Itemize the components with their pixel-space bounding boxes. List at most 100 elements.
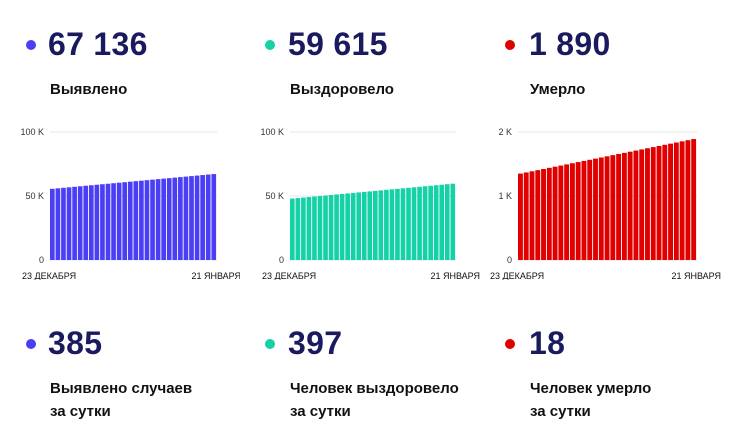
total-recovered-value: 59 615 [288,26,388,62]
bar [367,191,373,260]
bar [161,178,166,260]
bar [610,155,616,260]
total-deaths-label: Умерло [530,81,586,98]
y-tick-label: 50 K [25,191,44,201]
bar [650,147,656,260]
daily-recovered-dot-icon [265,339,275,349]
bar [428,185,433,260]
bar [105,183,111,260]
bar [339,193,345,260]
bar [290,198,295,260]
bar [83,185,89,260]
bar [77,186,83,260]
bar [183,176,189,260]
daily-detected-label-2: за сутки [50,403,111,420]
bar [301,197,306,260]
bar [450,183,456,260]
bar [400,188,406,260]
bar [581,160,587,260]
bar [295,198,301,260]
bar [150,179,155,260]
bar [691,139,697,260]
bar [593,158,598,260]
bar [50,188,55,260]
bar [127,181,133,260]
bar [564,164,570,260]
bar [668,143,674,260]
bar [575,162,581,260]
bar [523,172,529,260]
daily-detected-value: 385 [48,325,103,361]
bar [205,174,211,260]
bar [72,186,77,260]
daily-detected-dot-icon [26,339,36,349]
bar [395,188,400,260]
bar [189,176,194,260]
bar [685,140,691,260]
bar [529,171,535,260]
bar [621,152,627,260]
y-tick-label: 0 [507,255,512,265]
bar [569,163,575,260]
bar [116,182,122,260]
daily-detected-label-1: Выявлено случаев [50,380,193,397]
bar [645,148,650,260]
bar [194,175,200,260]
bar [598,157,604,260]
bar [61,187,66,260]
bar [144,180,150,260]
y-tick-label: 50 K [265,191,284,201]
bar [384,189,389,260]
bar [679,141,685,260]
bar [444,184,450,260]
bar [422,186,428,260]
recovered-dot-icon [265,40,275,50]
bar [406,187,411,260]
bar [518,173,523,260]
x-start-label: 23 ДЕКАБРЯ [490,271,544,280]
bar [411,187,417,260]
y-tick-label: 1 K [498,191,512,201]
deaths-chart: 0 1 K 2 K 23 ДЕКАБРЯ 21 ЯНВАРЯ [490,127,721,280]
bar [100,184,105,260]
bar [558,165,564,260]
bar [200,175,205,260]
bar [361,191,367,260]
bar [55,188,61,260]
bar [350,192,356,260]
detected-chart: 0 50 K 100 K 23 ДЕКАБРЯ 21 ЯНВАРЯ [20,127,240,280]
bar [178,177,183,260]
daily-recovered-value: 397 [288,325,343,361]
bar [122,182,128,260]
bar [439,184,445,260]
x-end-label: 21 ЯНВАРЯ [671,271,721,280]
y-tick-label: 0 [39,255,44,265]
bar [546,167,552,260]
bar [673,142,679,260]
y-tick-label: 0 [279,255,284,265]
bar [541,168,546,260]
daily-deaths-value: 18 [529,325,566,361]
bar [66,187,72,260]
bar [378,190,384,260]
detected-dot-icon [26,40,36,50]
bar [155,179,161,260]
y-tick-label: 100 K [260,127,284,137]
bar [627,151,633,260]
bar [133,181,139,260]
total-detected-label: Выявлено [50,81,128,98]
deaths-dot-icon [505,40,515,50]
bar [656,145,662,260]
bar [587,159,593,260]
total-recovered-label: Выздоровело [290,81,394,98]
daily-deaths-label-2: за сутки [530,403,591,420]
total-deaths-value: 1 890 [529,26,611,62]
bar [433,185,439,260]
y-tick-label: 2 K [498,127,512,137]
bar [639,149,645,260]
bar [94,184,100,260]
daily-deaths-dot-icon [505,339,515,349]
bar [211,174,217,260]
x-start-label: 23 ДЕКАБРЯ [22,271,76,280]
bar [389,189,395,260]
